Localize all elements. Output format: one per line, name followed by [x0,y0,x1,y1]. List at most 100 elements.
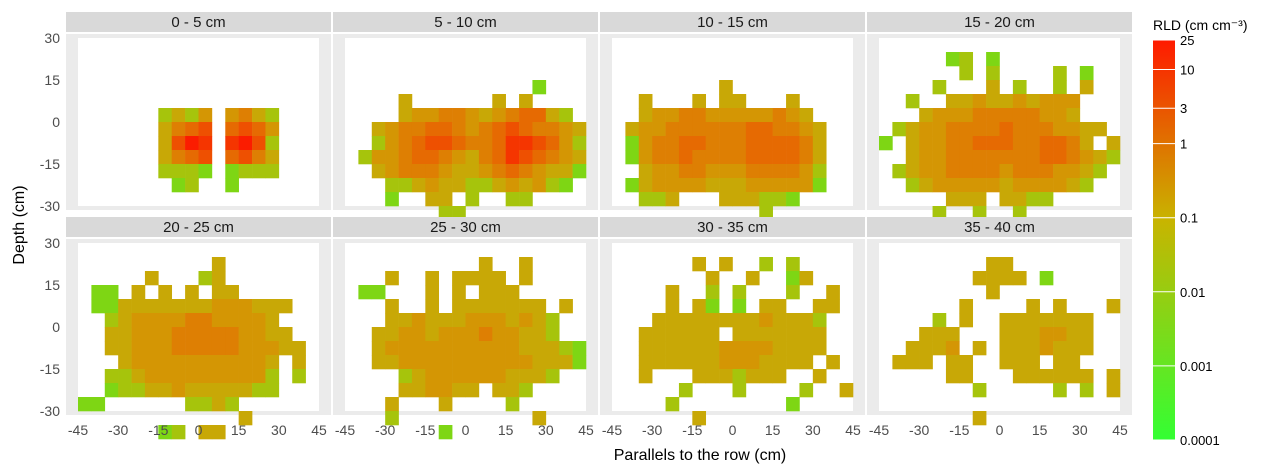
heatmap-cell [972,271,987,286]
heatmap-cell [1066,178,1081,193]
legend-tick-label: 0.0001 [1180,433,1220,448]
heatmap-cell [919,341,933,356]
heatmap-cell [1053,122,1067,137]
heatmap-cell [505,383,520,398]
heatmap-cell [225,313,239,328]
heatmap-cell [171,425,186,440]
heatmap-cell [665,108,680,123]
heatmap-cell [505,136,520,151]
heatmap-cell [959,108,974,123]
heatmap-cell [545,136,560,151]
facet-panels: 0 - 5 cm 5 - 10 cm 10 - 15 cm 15 - 20 cm 20 … [66,12,1132,440]
heatmap-cell [158,425,173,440]
heatmap-cell [705,122,720,137]
heatmap-cell [1053,299,1067,314]
heatmap-cell [1066,108,1081,123]
heatmap-cell [692,327,707,342]
facet-strip-label: 0 - 5 cm [171,14,225,31]
heatmap-cell [505,341,520,356]
heatmap-cell [799,355,814,370]
heatmap-cell [78,397,92,412]
heatmap-cell [999,313,1014,328]
heatmap-cell [786,108,800,123]
heatmap-cell [719,257,733,272]
heatmap-cell [171,299,186,314]
heatmap-cell [1026,369,1040,384]
heatmap-cell [732,178,747,193]
heatmap-cell [118,299,132,314]
heatmap-cell [999,257,1014,272]
heatmap-cell [839,383,854,398]
heatmap-cell [732,341,747,356]
heatmap-cell [945,52,960,67]
heatmap-cell [945,94,960,109]
heatmap-cell [425,122,440,137]
heatmap-cell [1026,327,1040,342]
heatmap-cell [478,257,493,272]
heatmap-cell [972,94,987,109]
heatmap-cell [492,355,506,370]
heatmap-cell [986,257,1000,272]
heatmap-cell [786,397,800,412]
heatmap-cell [665,178,680,193]
heatmap-cell [772,150,787,165]
heatmap-cell [705,355,720,370]
heatmap-cell [411,369,426,384]
heatmap-cell [719,164,733,179]
heatmap-cell [532,150,547,165]
heatmap-cell [759,178,773,193]
heatmap-cell [425,285,440,300]
heatmap-cell [999,192,1014,207]
heatmap-cell [478,178,493,193]
heatmap-cell [225,397,239,412]
heatmap-cell [425,192,440,207]
heatmap-cell [986,66,1000,81]
heatmap-cell [425,369,440,384]
heatmap-cell [238,341,253,356]
heatmap-cell [572,150,587,165]
heatmap-cell [1039,327,1054,342]
heatmap-cell [91,397,106,412]
heatmap-cell [799,122,814,137]
heatmap-cell [519,178,533,193]
heatmap-cell [452,206,466,221]
heatmap-cell [238,150,253,165]
heatmap-cell [532,136,547,151]
heatmap-cell [905,355,920,370]
facet-panel: 5 - 10 cm [333,12,598,221]
heatmap-cell [385,271,399,286]
heatmap-cell [238,355,253,370]
heatmap-cell [1079,327,1094,342]
heatmap-cell [745,108,760,123]
facet-panel: 35 - 40 cm [867,217,1132,426]
heatmap-cell [905,94,920,109]
heatmap-cell [759,108,773,123]
y-tick-label: -30 [40,198,60,214]
x-tick-label: 30 [538,422,554,438]
heatmap-cell [465,150,480,165]
heatmap-cell [398,355,413,370]
x-tick-label: 45 [1112,422,1128,438]
heatmap-cell [665,341,680,356]
heatmap-cell [812,122,827,137]
heatmap-cell [519,257,533,272]
heatmap-cell [745,369,760,384]
heatmap-cell [371,150,386,165]
heatmap-cell [505,178,520,193]
heatmap-cell [812,136,827,151]
heatmap-cell [252,369,266,384]
heatmap-cell [959,52,974,67]
heatmap-cell [532,411,547,426]
heatmap-cell [252,341,266,356]
heatmap-cell [505,192,520,207]
heatmap-cell [505,108,520,123]
heatmap-cell [745,341,760,356]
heatmap-cell [492,108,506,123]
heatmap-cell [986,122,1000,137]
heatmap-cell [999,108,1014,123]
heatmap-cell [225,355,239,370]
heatmap-cell [1079,341,1094,356]
heatmap-cell [786,285,800,300]
heatmap-cell [158,136,173,151]
